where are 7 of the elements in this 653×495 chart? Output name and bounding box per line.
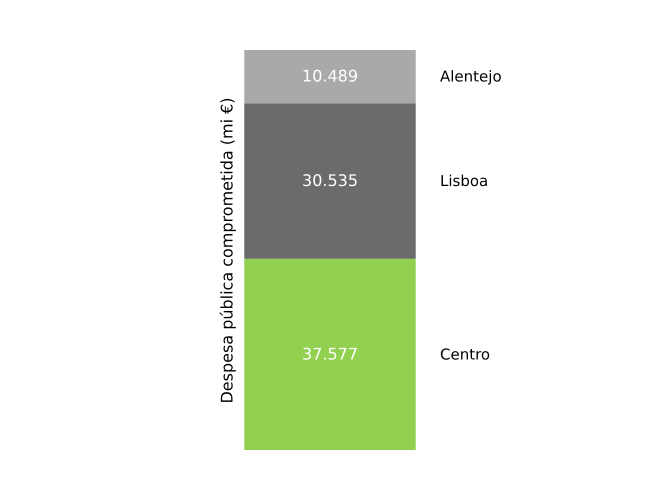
y-axis-title: Despesa pública comprometida (mi €): [218, 97, 236, 404]
series-label: Lisboa: [440, 172, 488, 190]
series-label: Centro: [440, 345, 490, 364]
series-label: Alentejo: [440, 68, 502, 86]
data-label: 10.489: [302, 66, 358, 86]
data-label: 30.535: [302, 171, 358, 190]
data-label: 37.577: [302, 344, 358, 364]
